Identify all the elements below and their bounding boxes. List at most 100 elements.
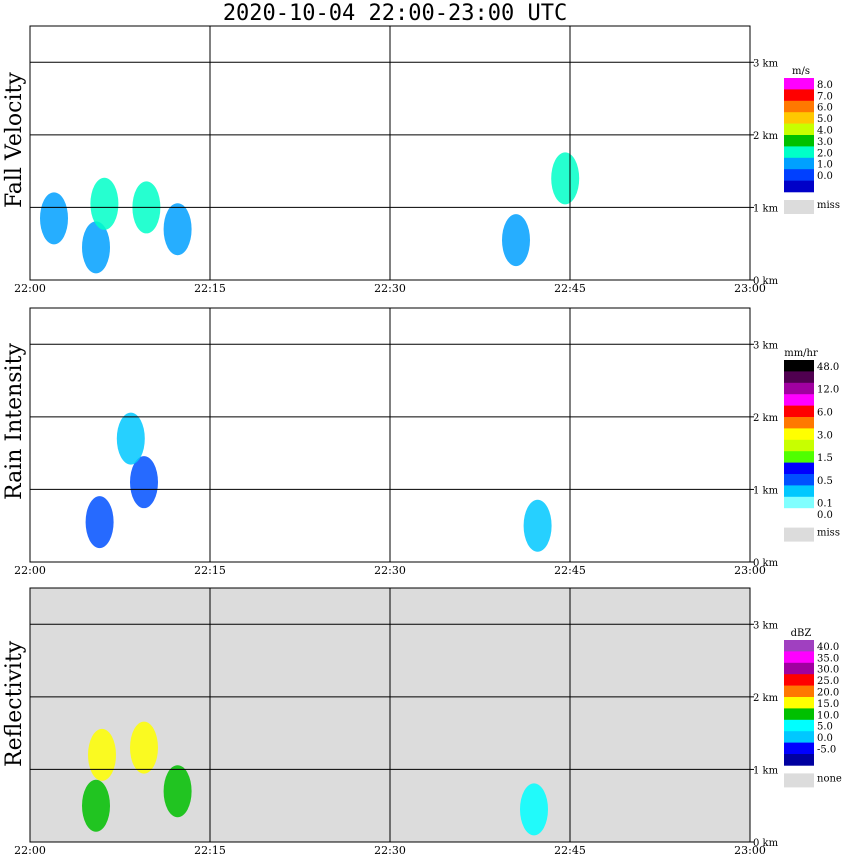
- colorbar-swatch: [784, 474, 814, 486]
- colorbar-swatch: [784, 485, 814, 498]
- colorbar-label: 0.0: [817, 171, 833, 182]
- echo-cell: [502, 214, 530, 267]
- colorbar-label: 0.1: [817, 499, 833, 510]
- colorbar-label: 0.0: [817, 510, 833, 521]
- colorbar-swatch: [784, 697, 814, 709]
- echo-cell: [90, 177, 119, 230]
- colorbar-label: 0.5: [817, 476, 833, 487]
- colorbar-label: 20.0: [817, 688, 839, 699]
- colorbar-swatch: [784, 708, 814, 721]
- colorbar-swatch: [784, 462, 814, 475]
- echo-cell: [520, 783, 548, 836]
- colorbar-swatch: [784, 496, 814, 509]
- y-tick-label: 3 km: [753, 340, 779, 351]
- x-tick-label: 22:30: [374, 844, 406, 857]
- colorbar-label: 25.0: [817, 676, 839, 687]
- colorbar-swatch: [784, 78, 814, 90]
- x-tick-label: 22:45: [554, 282, 586, 295]
- colorbar-swatch: [784, 89, 814, 102]
- colorbar-label: 10.0: [817, 710, 839, 721]
- colorbar-miss-swatch: [784, 527, 814, 542]
- colorbar-swatch: [784, 662, 814, 675]
- echo-cell: [130, 456, 158, 509]
- colorbar-label: 2.0: [817, 148, 833, 159]
- echo-cell: [523, 499, 552, 552]
- y-tick-label: 0 km: [753, 276, 779, 287]
- colorbar-label: 5.0: [817, 722, 833, 733]
- echo-cell: [85, 496, 114, 549]
- x-tick-label: 22:15: [194, 844, 226, 857]
- colorbar-label: 3.0: [817, 430, 833, 441]
- colorbar-unit: m/s: [792, 66, 810, 77]
- colorbar-swatch: [784, 112, 814, 124]
- colorbar-label: 48.0: [817, 362, 839, 373]
- y-tick-label: 3 km: [753, 620, 779, 631]
- colorbar-swatch: [784, 180, 814, 193]
- y-tick-label: 0 km: [753, 558, 779, 569]
- colorbar-unit: mm/hr: [784, 348, 818, 359]
- colorbar-miss-label: none: [817, 773, 842, 784]
- y-tick-label: 2 km: [753, 693, 779, 704]
- colorbar-label: 30.0: [817, 665, 839, 676]
- y-tick-label: 1 km: [753, 765, 779, 776]
- colorbar-swatch: [784, 157, 814, 170]
- colorbar-label: 5.0: [817, 114, 833, 125]
- colorbar-swatch: [784, 146, 814, 159]
- x-tick-label: 22:30: [374, 564, 406, 577]
- colorbar-label: 35.0: [817, 653, 839, 664]
- colorbar-swatch: [784, 394, 814, 406]
- colorbar-label: 15.0: [817, 699, 839, 710]
- x-tick-label: 22:15: [194, 564, 226, 577]
- colorbar-label: 40.0: [817, 642, 839, 653]
- colorbar-swatch: [784, 135, 814, 147]
- colorbar-swatch: [784, 360, 814, 372]
- colorbar-label: 8.0: [817, 80, 833, 91]
- echo-cell: [163, 203, 192, 256]
- y-tick-label: 0 km: [753, 838, 779, 849]
- echo-cell: [130, 721, 158, 774]
- colorbar-swatch: [784, 123, 814, 136]
- colorbar-swatch: [784, 405, 814, 418]
- colorbar-swatch: [784, 371, 814, 384]
- colorbar-miss-swatch: [784, 773, 814, 788]
- x-tick-label: 22:00: [14, 844, 46, 857]
- colorbar-swatch: [784, 685, 814, 698]
- colorbar-label: 1.0: [817, 160, 833, 171]
- colorbar-label: 6.0: [817, 103, 833, 114]
- x-tick-label: 22:15: [194, 282, 226, 295]
- colorbar-label: 3.0: [817, 137, 833, 148]
- colorbar-swatch: [784, 640, 814, 652]
- y-tick-label: 2 km: [753, 131, 779, 142]
- colorbar-label: -5.0: [817, 745, 836, 756]
- colorbar-label: 4.0: [817, 126, 833, 137]
- colorbar-label: 7.0: [817, 91, 833, 102]
- colorbar-swatch: [784, 674, 814, 686]
- colorbar-label: 6.0: [817, 408, 833, 419]
- y-tick-label: 1 km: [753, 203, 779, 214]
- y-tick-label: 3 km: [753, 58, 779, 69]
- colorbar-swatch: [784, 169, 814, 181]
- x-tick-label: 23:00: [734, 564, 766, 577]
- colorbar-swatch: [784, 719, 814, 732]
- colorbar-swatch: [784, 508, 814, 520]
- echo-cell: [551, 152, 580, 205]
- echo-cell: [88, 728, 116, 781]
- colorbar-swatch: [784, 754, 814, 766]
- colorbar-miss-label: miss: [817, 528, 840, 539]
- colorbar-swatch: [784, 382, 814, 395]
- colorbar-miss-label: miss: [817, 200, 840, 211]
- colorbar-miss-swatch: [784, 200, 814, 214]
- y-tick-label: 2 km: [753, 413, 779, 424]
- echo-cell: [82, 221, 110, 274]
- x-tick-label: 23:00: [734, 282, 766, 295]
- colorbar-unit: dBZ: [791, 628, 812, 639]
- colorbar-swatch: [784, 100, 814, 113]
- colorbar-swatch: [784, 451, 814, 463]
- colorbar-swatch: [784, 428, 814, 441]
- echo-cell: [82, 779, 110, 832]
- colorbar-swatch: [784, 742, 814, 755]
- x-tick-label: 22:00: [14, 564, 46, 577]
- x-tick-label: 22:45: [554, 844, 586, 857]
- y-tick-label: 1 km: [753, 485, 779, 496]
